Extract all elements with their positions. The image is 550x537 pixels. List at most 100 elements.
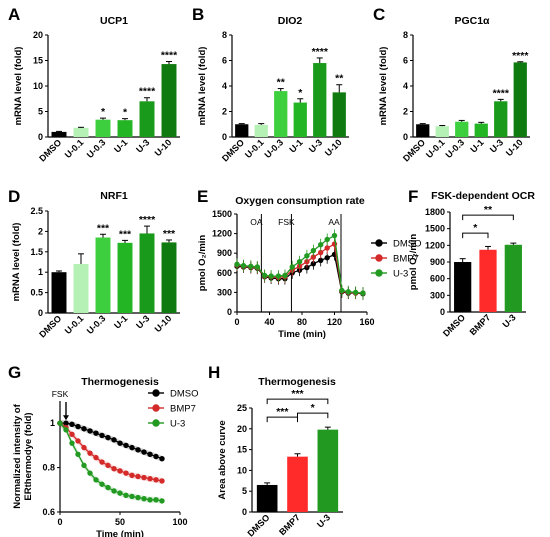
data-point xyxy=(141,474,147,481)
data-point xyxy=(153,453,159,460)
data-point xyxy=(135,473,141,480)
significance-label: * xyxy=(123,107,128,119)
y-axis-label: Normalized intensity ofERthermodye (fold… xyxy=(12,403,34,508)
bar xyxy=(287,456,308,512)
y-tick-label: 1500 xyxy=(425,224,445,234)
data-point xyxy=(129,493,135,500)
bar xyxy=(117,120,133,137)
data-point xyxy=(352,289,359,296)
bar xyxy=(416,124,430,137)
bar xyxy=(139,101,155,137)
y-tick-label: 0 xyxy=(403,132,408,142)
data-point xyxy=(81,462,87,469)
bar xyxy=(51,131,67,137)
panel-letter: G xyxy=(8,363,21,382)
data-point xyxy=(75,423,81,430)
legend-marker xyxy=(375,269,383,277)
significance-label: **** xyxy=(512,50,529,62)
data-point xyxy=(147,451,153,457)
y-tick-label: 600 xyxy=(430,274,445,284)
significance-label: * xyxy=(101,106,106,118)
legend-marker xyxy=(152,419,160,427)
data-point xyxy=(87,470,93,476)
data-point xyxy=(159,498,165,504)
x-tick-label: U-3 xyxy=(315,512,332,529)
data-point xyxy=(105,434,111,441)
data-point xyxy=(254,264,261,270)
bar xyxy=(235,124,249,137)
panel-letter: H xyxy=(208,363,220,382)
data-point xyxy=(117,490,123,496)
y-tick-label: 15 xyxy=(237,445,247,455)
panel-letter: B xyxy=(192,5,204,24)
significance-label: * xyxy=(298,87,303,99)
legend-marker xyxy=(375,254,383,262)
data-point xyxy=(147,476,153,482)
x-tick-label: U-10 xyxy=(504,137,525,158)
event-label: FSK xyxy=(278,217,295,227)
significance-label: ** xyxy=(484,204,493,216)
y-tick-label: 10 xyxy=(237,465,247,475)
data-point xyxy=(111,437,117,443)
significance-label: **** xyxy=(139,214,156,226)
legend-marker xyxy=(375,239,383,247)
y-tick-label: 0 xyxy=(222,132,227,142)
y-tick-label: 1500 xyxy=(212,209,232,219)
data-point xyxy=(93,477,99,483)
data-point xyxy=(111,466,117,472)
x-tick-label: 160 xyxy=(359,317,374,327)
data-point xyxy=(331,232,338,239)
data-point xyxy=(360,290,366,296)
x-tick-label: U-0.3 xyxy=(85,137,108,160)
bar xyxy=(161,64,177,137)
data-point xyxy=(135,494,141,501)
x-tick-label: 100 xyxy=(172,517,187,527)
x-tick-label: U-10 xyxy=(323,137,344,158)
event-label: AA xyxy=(328,217,340,227)
y-tick-label: 0 xyxy=(227,307,232,317)
data-point xyxy=(87,428,93,434)
significance-bracket xyxy=(266,398,329,405)
data-point xyxy=(324,255,330,261)
data-point xyxy=(105,462,111,469)
data-point xyxy=(135,447,141,453)
y-tick-label: 0.6 xyxy=(42,507,55,517)
data-point xyxy=(141,495,147,502)
data-point xyxy=(117,440,123,446)
data-point xyxy=(93,454,99,461)
significance-label: *** xyxy=(97,222,110,234)
data-point xyxy=(153,477,159,483)
significance-label: ** xyxy=(277,77,286,89)
data-point xyxy=(317,242,324,248)
legend-marker xyxy=(152,389,160,397)
bar xyxy=(256,484,278,512)
y-tick-label: 4 xyxy=(403,81,408,91)
significance-label: ** xyxy=(335,73,344,85)
panel-title: DIO2 xyxy=(278,15,303,27)
bar xyxy=(317,429,339,512)
legend-marker xyxy=(152,404,160,412)
y-tick-label: 10 xyxy=(33,81,43,91)
significance-label: **** xyxy=(493,87,510,99)
panel-H: H Thermogenesis 0 5 10 15 20 25 Area above curve… xyxy=(208,363,343,537)
data-point xyxy=(317,257,324,264)
annotation-label: FSK xyxy=(52,389,69,399)
bar xyxy=(454,262,472,312)
panel-title: NRF1 xyxy=(100,190,128,202)
data-point xyxy=(310,247,317,254)
y-axis-label: mRNA level (fold) xyxy=(197,47,208,126)
significance-label: * xyxy=(473,222,478,234)
data-point xyxy=(75,451,81,457)
x-tick-label: U-3 xyxy=(307,137,324,154)
data-point xyxy=(123,470,129,476)
y-tick-label: 4 xyxy=(222,81,227,91)
y-axis-label: mRNA level (fold) xyxy=(11,223,22,302)
bar xyxy=(51,272,67,313)
data-point xyxy=(324,245,330,251)
y-tick-label: 2 xyxy=(38,226,43,236)
legend-label: DMSO xyxy=(393,239,422,250)
data-point xyxy=(159,478,165,484)
panel-letter: D xyxy=(8,187,20,206)
